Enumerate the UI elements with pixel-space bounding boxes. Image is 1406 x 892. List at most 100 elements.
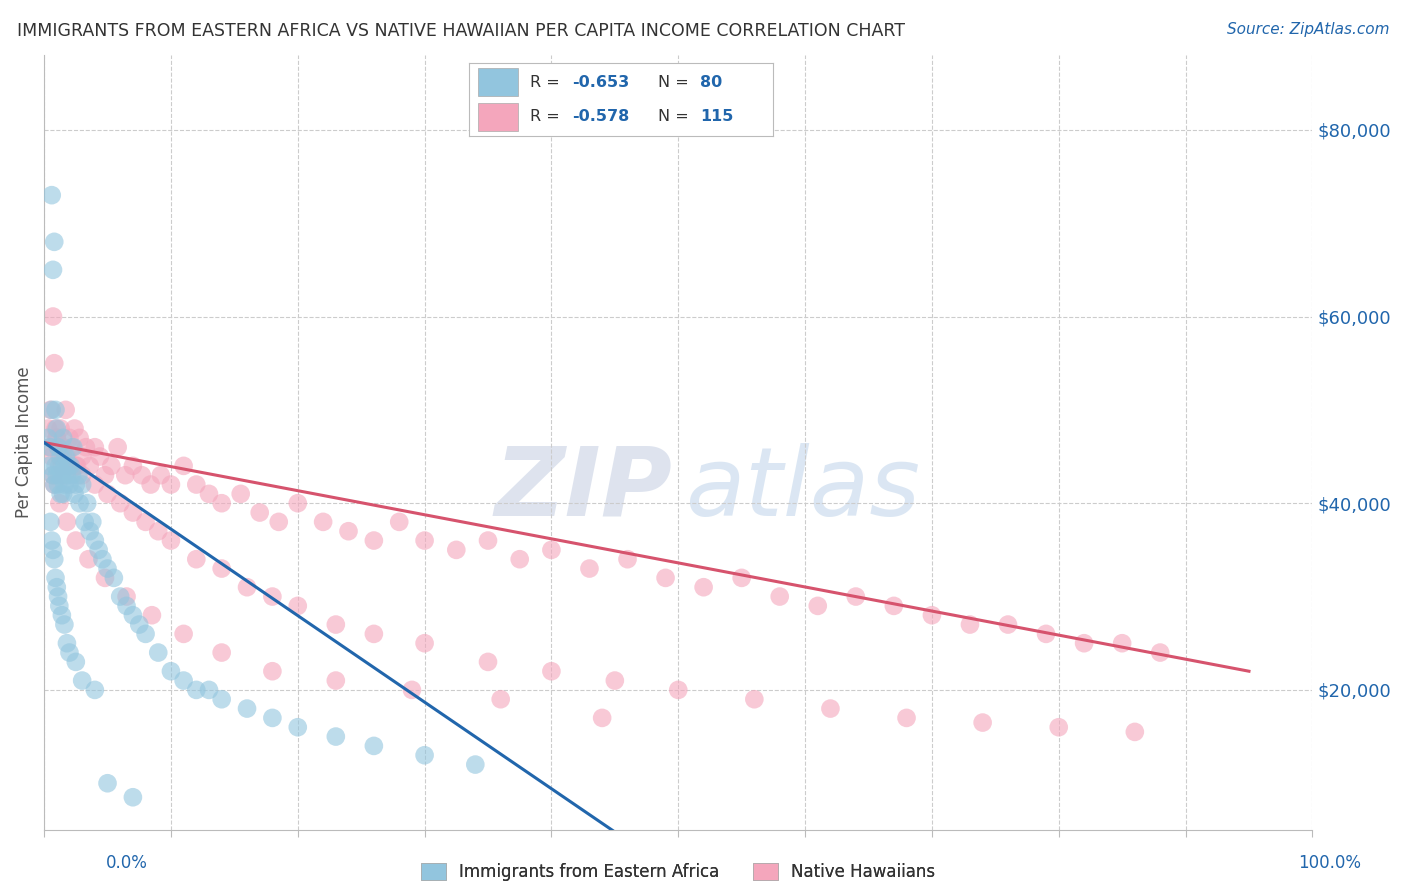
Point xyxy=(58,458,80,473)
Point xyxy=(845,590,868,604)
Point xyxy=(58,646,80,660)
Point xyxy=(42,468,65,483)
Point xyxy=(211,646,233,660)
Point xyxy=(60,440,83,454)
Point xyxy=(83,533,105,548)
Point xyxy=(211,561,233,575)
Point xyxy=(464,757,486,772)
Point xyxy=(173,458,195,473)
Point xyxy=(883,599,905,613)
Point xyxy=(44,402,66,417)
Point xyxy=(63,421,86,435)
Point xyxy=(972,715,994,730)
Point xyxy=(38,458,60,473)
Point xyxy=(363,533,385,548)
Point xyxy=(267,515,290,529)
Point xyxy=(65,655,87,669)
Point xyxy=(59,458,82,473)
Point xyxy=(325,673,347,688)
Point xyxy=(70,673,93,688)
Point xyxy=(114,468,136,483)
Point xyxy=(65,533,87,548)
Point xyxy=(46,440,69,454)
Point xyxy=(198,682,221,697)
Point xyxy=(55,402,77,417)
Point xyxy=(52,450,75,464)
Text: ZIP: ZIP xyxy=(494,442,672,535)
Point xyxy=(45,580,67,594)
Point xyxy=(135,627,157,641)
Point xyxy=(131,468,153,483)
Point xyxy=(65,458,87,473)
Point xyxy=(83,477,105,491)
Point xyxy=(63,487,86,501)
Point xyxy=(921,608,943,623)
Point xyxy=(49,450,72,464)
Text: atlas: atlas xyxy=(685,442,920,535)
Point xyxy=(79,524,101,539)
Point xyxy=(79,458,101,473)
Point xyxy=(42,263,65,277)
Point xyxy=(45,421,67,435)
Point xyxy=(616,552,638,566)
Point xyxy=(83,682,105,697)
Point xyxy=(51,468,73,483)
Point xyxy=(325,730,347,744)
Point xyxy=(58,431,80,445)
Point xyxy=(53,458,76,473)
Point xyxy=(44,421,66,435)
Point xyxy=(262,664,284,678)
Point xyxy=(67,468,90,483)
Point xyxy=(37,431,59,445)
Point xyxy=(363,739,385,753)
Point xyxy=(1123,725,1146,739)
Point xyxy=(107,440,129,454)
Point xyxy=(820,701,842,715)
Text: Source: ZipAtlas.com: Source: ZipAtlas.com xyxy=(1226,22,1389,37)
Point xyxy=(48,458,70,473)
Point xyxy=(100,458,122,473)
Point xyxy=(42,468,65,483)
Point xyxy=(186,552,208,566)
Point xyxy=(692,580,714,594)
Point xyxy=(52,440,75,454)
Point xyxy=(122,608,145,623)
Point xyxy=(287,599,309,613)
Point xyxy=(70,477,93,491)
Point xyxy=(1149,646,1171,660)
Point xyxy=(160,533,183,548)
Point xyxy=(160,664,183,678)
Point xyxy=(287,496,309,510)
Point xyxy=(148,646,170,660)
Point xyxy=(66,458,89,473)
Point xyxy=(41,533,63,548)
Point xyxy=(141,608,163,623)
Point xyxy=(56,636,79,650)
Point xyxy=(53,477,76,491)
Point xyxy=(48,599,70,613)
Point xyxy=(149,468,172,483)
Point xyxy=(39,515,62,529)
Point xyxy=(744,692,766,706)
Point xyxy=(62,440,84,454)
Point xyxy=(91,552,114,566)
Point xyxy=(186,682,208,697)
Point xyxy=(70,468,93,483)
Point xyxy=(477,655,499,669)
Point xyxy=(55,450,77,464)
Point xyxy=(53,617,76,632)
Point xyxy=(58,458,80,473)
Point xyxy=(76,496,98,510)
Point xyxy=(959,617,981,632)
Point xyxy=(249,506,271,520)
Point xyxy=(115,599,138,613)
Point xyxy=(591,711,613,725)
Point xyxy=(363,627,385,641)
Point xyxy=(115,590,138,604)
Point xyxy=(65,477,87,491)
Point xyxy=(49,487,72,501)
Point xyxy=(96,561,118,575)
Point xyxy=(337,524,360,539)
Text: IMMIGRANTS FROM EASTERN AFRICA VS NATIVE HAWAIIAN PER CAPITA INCOME CORRELATION : IMMIGRANTS FROM EASTERN AFRICA VS NATIVE… xyxy=(17,22,905,40)
Point xyxy=(198,487,221,501)
